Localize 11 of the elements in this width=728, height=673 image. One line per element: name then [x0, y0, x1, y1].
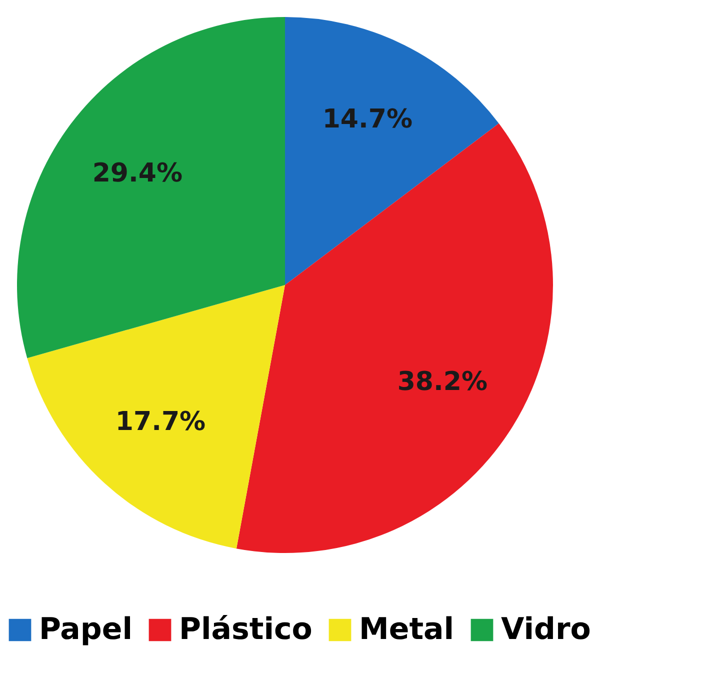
- legend-label: Plástico: [179, 612, 312, 647]
- pie-slice: [17, 17, 285, 358]
- data-label: 14.7%: [322, 104, 413, 134]
- data-label: 29.4%: [92, 158, 183, 188]
- pie-slice: [27, 285, 285, 549]
- legend-label: Papel: [39, 612, 133, 647]
- data-label: 17.7%: [115, 406, 206, 437]
- legend-label: Vidro: [501, 612, 591, 647]
- pie-slice: [285, 17, 499, 285]
- legend-label: Metal: [359, 612, 454, 647]
- data-label: 38.2%: [397, 367, 488, 398]
